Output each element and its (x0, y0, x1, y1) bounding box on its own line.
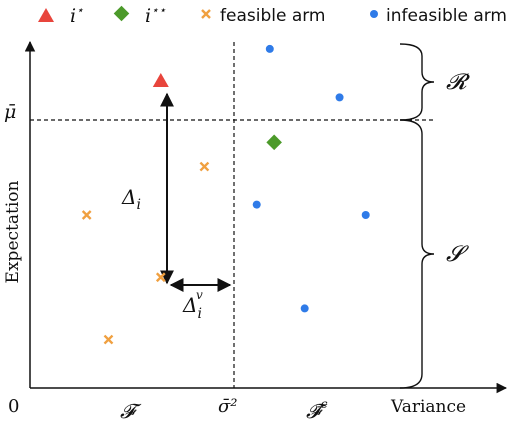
origin-label: 0 (8, 396, 19, 417)
infeasible-arm-marker (335, 93, 344, 102)
legend-infeasible-marker (370, 10, 378, 18)
brace-R (399, 43, 435, 121)
y-axis-label: Expectation (3, 181, 23, 284)
legend: i⋆ i⋆⋆ feasible arm infeasible arm (38, 3, 507, 27)
feasible-arm-marker (103, 334, 114, 345)
sigma-bar-squared-label: σ̄² (218, 396, 238, 417)
brace-S (399, 119, 435, 389)
legend-optimal-marker (38, 8, 54, 22)
mu-bar-label: μ̄ (4, 101, 16, 123)
infeasible-arm-marker (300, 304, 309, 313)
axes: 0 Variance Expectation (3, 40, 508, 417)
infeasible-arm-marker (265, 44, 274, 53)
second-optimal-arm-marker (266, 134, 282, 151)
infeasible-region-label: 𝓕̄c (306, 397, 328, 423)
arms-layer (81, 44, 370, 345)
x-axis-label: Variance (390, 397, 466, 417)
delta-v-label: Δiv (182, 288, 203, 322)
legend-infeasible-label: infeasible arm (386, 6, 507, 26)
infeasible-arm-marker (361, 211, 370, 219)
legend-optimal-label: i⋆ (70, 3, 84, 27)
legend-second-optimal-label: i⋆⋆ (145, 3, 167, 27)
set-S-label: 𝓢 (446, 242, 469, 267)
delta-i-label: Δi (121, 185, 141, 213)
optimal-arm-marker (152, 73, 169, 88)
infeasible-arm-marker (252, 200, 261, 209)
feasible-arm-marker (81, 210, 92, 220)
feasible-region-label: 𝓕 (120, 399, 142, 423)
feasible-arm-marker (199, 161, 210, 172)
legend-feasible-marker (201, 9, 211, 19)
legend-feasible-label: feasible arm (220, 6, 326, 26)
set-R-label: 𝓡 (446, 70, 470, 95)
legend-second-optimal-marker (113, 5, 130, 22)
feasible-arm-marker (155, 272, 166, 283)
